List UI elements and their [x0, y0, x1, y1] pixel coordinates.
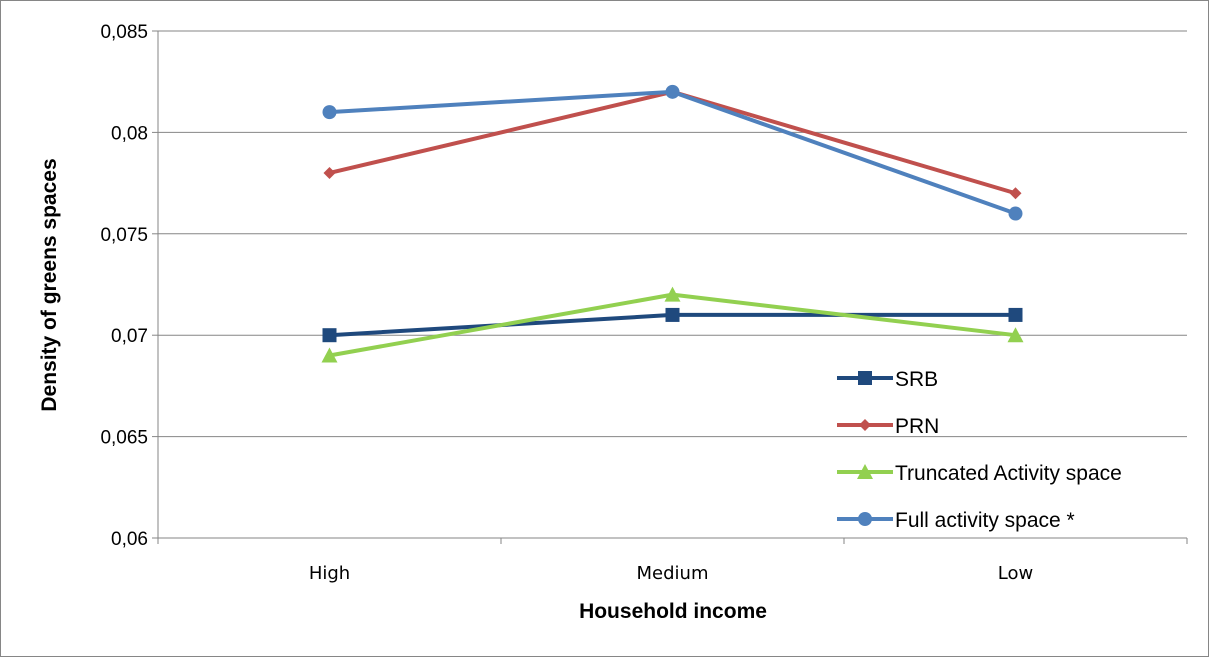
y-tick-label: 0,065 [100, 428, 148, 449]
legend-entry: Truncated Activity space [837, 462, 1122, 485]
legend-entry: Full activity space * [837, 509, 1075, 532]
x-axis-title: Household income [579, 600, 767, 623]
x-tick-labels: High Medium Low [309, 563, 1033, 584]
data-point [321, 347, 338, 363]
y-tick-label: 0,075 [100, 225, 148, 246]
data-point [1008, 307, 1023, 322]
data-point [323, 166, 336, 179]
legend: SRB PRN Truncated Activity space Full activ… [837, 368, 1122, 532]
x-tick-label: Medium [637, 563, 709, 584]
legend-label: PRN [895, 415, 939, 438]
y-axis-title: Density of greens spaces [38, 158, 61, 411]
y-tick-labels: 0,06 0,065 0,07 0,075 0,08 0,085 [100, 22, 148, 550]
data-point [665, 84, 680, 99]
data-point [1009, 187, 1022, 200]
series-srb [322, 307, 1023, 343]
series-line [329, 292, 1016, 358]
legend-label: Full activity space * [895, 509, 1075, 532]
y-tick-label: 0,06 [111, 529, 148, 550]
data-point [322, 105, 337, 120]
y-tick-label: 0,08 [111, 123, 148, 144]
data-point [1008, 206, 1023, 221]
legend-label: SRB [895, 368, 938, 391]
data-point [664, 286, 681, 302]
x-tick-label: Low [998, 563, 1033, 584]
y-tick-label: 0,07 [111, 326, 148, 347]
x-tick-label: High [309, 563, 350, 584]
legend-marker [857, 464, 873, 479]
data-point [1007, 327, 1024, 343]
series-prn [323, 85, 1022, 200]
legend-marker [859, 419, 871, 431]
y-tick-label: 0,085 [100, 22, 148, 43]
legend-entry: PRN [837, 415, 939, 438]
series-truncated-activity-space [321, 286, 1024, 363]
data-point [665, 307, 680, 322]
series-lines [321, 84, 1024, 363]
axes [152, 30, 1188, 544]
data-point [322, 328, 337, 343]
legend-entry: SRB [837, 368, 938, 391]
series-full-activity-space [322, 84, 1023, 221]
series-line [329, 89, 1017, 216]
legend-marker [858, 371, 872, 385]
legend-label: Truncated Activity space [895, 462, 1122, 485]
legend-marker [858, 512, 872, 526]
